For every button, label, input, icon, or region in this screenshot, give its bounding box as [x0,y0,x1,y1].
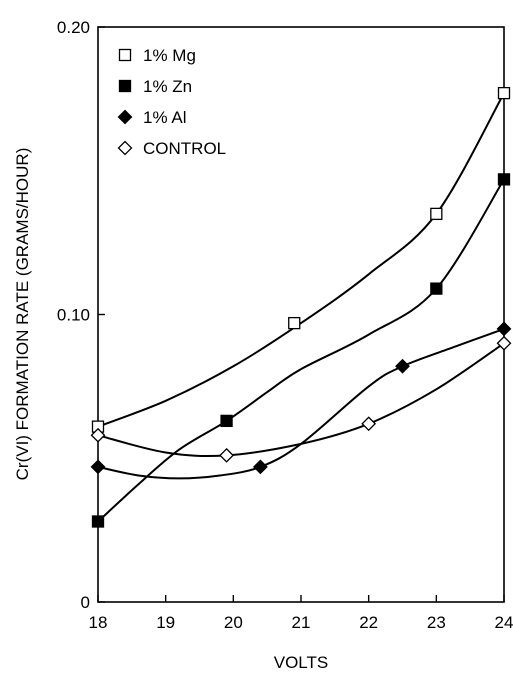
legend-item-1-al: 1% Al [117,108,186,127]
legend-marker-1-mg [118,48,132,62]
data-point-1-al [90,459,106,475]
data-point-1-al [395,358,410,374]
data-point-control [219,447,234,463]
x-axis-label: VOLTS [274,653,328,672]
series-markers [90,86,512,528]
legend-label-control: CONTROL [143,139,226,158]
x-tick-label: 22 [359,613,378,632]
legend-marker-1-zn [118,79,132,93]
legend-label-1-mg: 1% Mg [143,46,196,65]
legend-item-1-zn: 1% Zn [118,77,192,96]
x-tick-label: 20 [224,613,243,632]
x-tick-label: 23 [427,613,446,632]
data-point-control [361,416,377,432]
x-tick-label: 24 [495,613,513,632]
x-tick-label: 18 [89,613,108,632]
data-point-control [496,335,512,351]
legend: 1% Mg 1% Zn 1% Al CONTROL [117,46,226,158]
legend-label-1-zn: 1% Zn [143,77,192,96]
series-line-control [97,342,505,458]
data-point-1-al [252,459,268,475]
y-tick-label: 0.20 [57,18,90,37]
tick-marks [97,26,505,603]
data-point-1-zn [91,515,105,528]
x-tick-label: 21 [292,613,311,632]
data-point-1-mg [288,316,301,330]
legend-marker-control [117,140,133,156]
x-tick-label: 19 [156,613,175,632]
series-line-1-al [97,327,505,480]
y-tick-label: 0.10 [57,306,90,325]
data-point-1-zn [220,414,233,428]
y-axis-label: Cr(VI) FORMATION RATE (GRAMS/HOUR) [13,148,32,481]
data-point-1-al [496,321,512,337]
legend-marker-1-al [117,109,133,125]
series-line-1-mg [97,92,505,428]
data-point-1-mg [430,207,443,221]
data-point-1-zn [497,173,511,186]
data-point-1-mg [497,86,511,100]
y-tick-label: 0 [81,593,90,612]
tick-labels: 18 19 20 21 22 23 24 0 0.10 0.20 [57,18,513,632]
legend-item-control: CONTROL [117,139,226,158]
data-point-control [90,427,106,443]
data-point-1-zn [430,282,443,295]
legend-label-1-al: 1% Al [143,108,186,127]
legend-item-1-mg: 1% Mg [118,46,196,65]
